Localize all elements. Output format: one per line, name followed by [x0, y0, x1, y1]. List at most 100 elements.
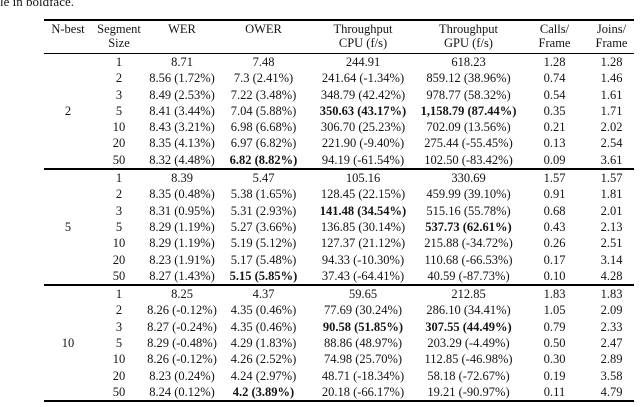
cell-joins: 4.28 — [600, 268, 623, 283]
cell-joins: 1.28 — [600, 55, 623, 69]
table-row: 10 8.43 (3.21%) 6.98 (6.68%) 306.70 (25.23%… — [44, 119, 634, 135]
table-row: 5 8.29 (1.19%) 5.27 (3.66%) 136.85 (30.14%)… — [44, 219, 634, 235]
table-body: 2 1 8.71 7.48 244.91 618.23 1.28 1.28 2 8.56 (1.7… — [44, 54, 634, 402]
header-row: N-best Segment Size WER OWER — [44, 20, 634, 54]
header-line: N-best — [51, 22, 85, 36]
cell-wer: 8.26 (-0.12%) — [147, 352, 217, 367]
cell-gpu: 58.18 (-72.67%) — [427, 368, 510, 383]
cell-gpu: 112.85 (-46.98%) — [424, 352, 513, 367]
cell-gpu: 515.16 (55.78%) — [426, 203, 511, 218]
cell-ower: 5.15 (5.85%) — [229, 268, 298, 283]
cell-gpu: 618.23 — [451, 55, 486, 69]
cell-seg: 50 — [112, 268, 126, 283]
header-line: Segment — [97, 22, 141, 36]
cell-seg: 20 — [112, 368, 126, 383]
cell-joins: 3.14 — [600, 252, 623, 267]
table-row: 2 1 8.71 7.48 244.91 618.23 1.28 1.28 — [44, 54, 634, 118]
cell-gpu: 307.55 (44.49%) — [425, 319, 512, 334]
cell-gpu: 978.77 (58.32%) — [426, 87, 511, 102]
cell-joins: 2.02 — [600, 120, 623, 135]
cell-wer: 8.71 — [171, 55, 193, 69]
cell-calls: 0.35 — [543, 103, 566, 118]
cell-seg: 2 — [115, 187, 123, 202]
cell-wer: 8.27 (-0.24%) — [147, 319, 217, 334]
cell-joins: 2.33 — [600, 319, 623, 334]
cell-wer: 8.35 (4.13%) — [149, 136, 215, 151]
cell-ower: 5.47 — [218, 168, 309, 187]
table-row: 5 8.29 (-0.48%) 4.29 (1.83%) 88.86 (48.97%)… — [44, 335, 634, 351]
cell-wer: 8.25 — [146, 284, 218, 303]
cell-calls: 0.30 — [543, 352, 566, 367]
results-table-container: N-best Segment Size WER OWER — [44, 19, 634, 403]
cell-ower: 4.37 — [218, 284, 309, 303]
col-header-segment-size: Segment Size — [92, 20, 146, 54]
table-row: 20 8.23 (0.24%) 4.24 (2.97%) 48.71 (-18.34%… — [44, 368, 634, 384]
cell-seg: 20 — [112, 252, 126, 267]
cell-calls: 1.05 — [543, 303, 566, 318]
cell-seg: 10 — [112, 352, 126, 367]
cell-ower: 7.04 (5.88%) — [230, 103, 297, 118]
cell-seg: 3 — [115, 319, 123, 334]
cell-wer: 8.43 (3.21%) — [149, 120, 215, 135]
cell-calls: 0.74 — [543, 71, 566, 86]
table-row: 3 8.49 (2.53%) 7.22 (3.48%) 348.79 (42.42%)… — [44, 87, 634, 103]
table-row: 5 1 8.39 5.47 105.16 330.69 1.57 1.57 — [44, 168, 634, 286]
cell-wer: 8.29 (1.19%) — [149, 219, 215, 234]
cell-seg: 10 — [112, 120, 126, 135]
cell-gpu: 215.88 (-34.72%) — [424, 236, 513, 251]
cell-joins: 1.46 — [600, 71, 623, 86]
cell-seg: 10 — [112, 236, 126, 251]
results-table: N-best Segment Size WER OWER — [44, 19, 634, 403]
cell-gpu: 537.73 (62.61%) — [425, 219, 512, 234]
table-header: N-best Segment Size WER OWER — [44, 20, 634, 54]
cell-ower: 5.38 (1.65%) — [230, 187, 297, 202]
cell-wer: 8.39 — [146, 168, 218, 187]
cell-ower: 5.27 (3.66%) — [230, 219, 297, 234]
cell-calls: 0.79 — [543, 319, 566, 334]
cell-ower: 4.2 (3.89%) — [232, 384, 295, 399]
cell-wer: 8.29 (-0.48%) — [147, 336, 217, 351]
cell-wer: 8.24 (0.12%) — [149, 384, 215, 399]
header-line: WER — [168, 22, 196, 36]
cell-seg: 5 — [115, 103, 123, 118]
cell-wer: 8.49 (2.53%) — [149, 87, 215, 102]
cell-joins: 4.79 — [600, 384, 623, 399]
cell-wer: 8.41 (3.44%) — [149, 103, 215, 118]
cell-cpu: 348.79 (42.42%) — [320, 87, 406, 102]
cell-ower: 6.97 (6.82%) — [230, 136, 297, 151]
cell-calls: 0.91 — [543, 187, 566, 202]
cell-ower: 5.17 (5.48%) — [230, 252, 297, 267]
cell-seg: 3 — [115, 87, 123, 102]
cell-calls: 0.09 — [543, 152, 566, 167]
cell-ower: 7.3 (2.41%) — [233, 71, 294, 86]
cell-cpu: 127.37 (21.12%) — [320, 236, 406, 251]
cell-wer: 8.26 (-0.12%) — [147, 303, 217, 318]
header-line — [218, 37, 309, 51]
cell-joins: 2.13 — [600, 219, 623, 234]
cell-seg: 50 — [112, 152, 126, 167]
cell-seg: 5 — [115, 336, 123, 351]
table-row: 10 1 8.25 4.37 59.65 212.85 1.83 1.83 — [44, 284, 634, 402]
col-header-calls-frame: Calls/ Frame — [520, 20, 589, 54]
cell-wer: 8.23 (1.91%) — [149, 252, 215, 267]
cell-calls: 0.43 — [543, 219, 566, 234]
table-row: 50 8.27 (1.43%) 5.15 (5.85%) 37.43 (-64.41%… — [44, 268, 634, 285]
cell-cpu: 306.70 (25.23%) — [320, 120, 406, 135]
header-line — [146, 37, 218, 51]
cell-cpu: 90.58 (51.85%) — [322, 319, 404, 334]
cell-joins: 1.81 — [600, 187, 623, 202]
cell-seg: 1 — [92, 168, 146, 187]
cell-seg: 1 — [92, 284, 146, 303]
cell-cpu: 94.33 (-10.30%) — [321, 252, 405, 267]
cell-gpu: 286.10 (34.41%) — [426, 303, 511, 318]
cell-cpu: 20.18 (-66.17%) — [321, 384, 405, 399]
table-row: 10 8.29 (1.19%) 5.19 (5.12%) 127.37 (21.12%… — [44, 235, 634, 251]
cell-seg: 1 — [115, 55, 123, 69]
cell-calls: 0.11 — [543, 384, 566, 399]
table-row: 2 8.56 (1.72%) 7.3 (2.41%) 241.64 (-1.34%) 8… — [44, 70, 634, 86]
table-row: 3 8.27 (-0.24%) 4.35 (0.46%) 90.58 (51.85%)… — [44, 319, 634, 335]
cell-cpu: 88.86 (48.97%) — [323, 336, 403, 351]
header-line: Throughput — [438, 22, 499, 36]
cell-gpu: 1,158.79 (87.44%) — [420, 103, 517, 118]
